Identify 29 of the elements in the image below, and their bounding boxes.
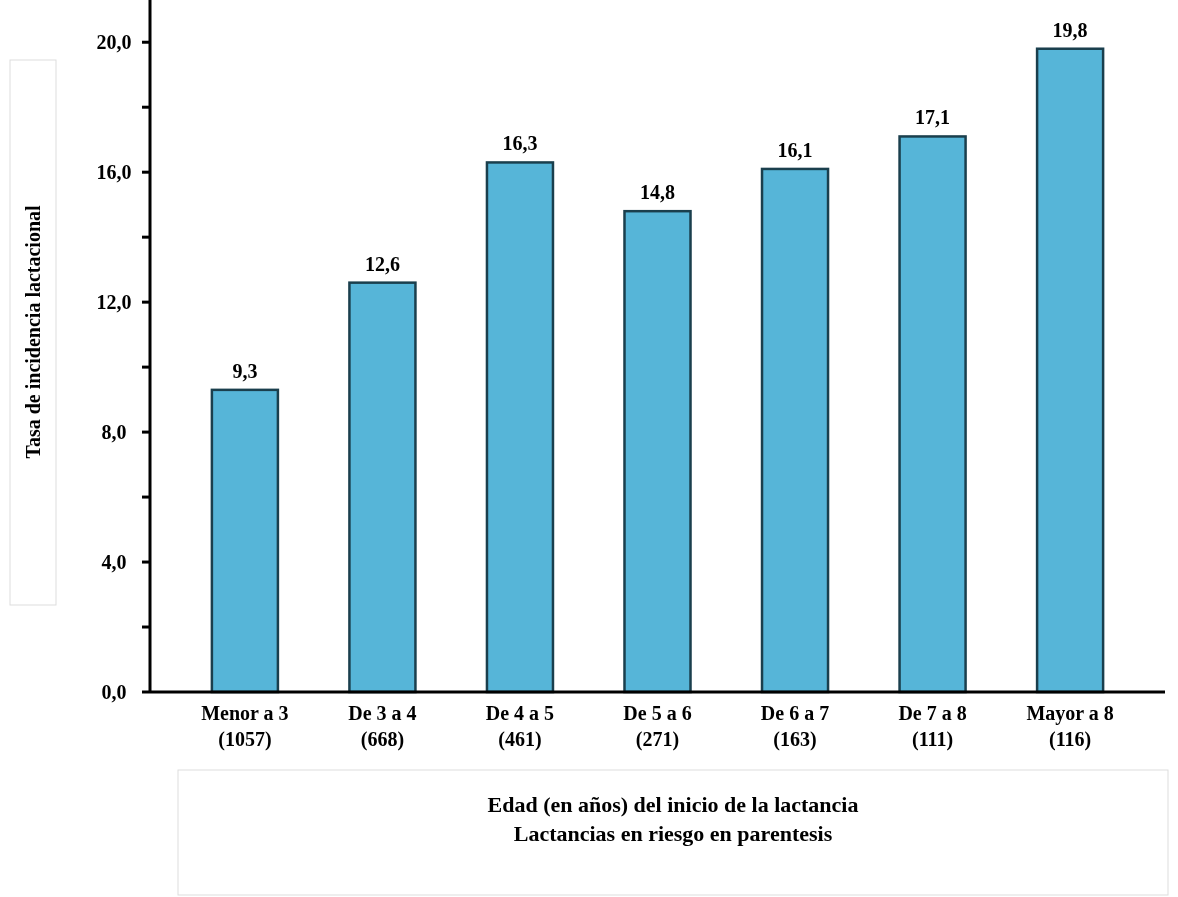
x-tick-label: Menor a 3 (1057)	[201, 702, 289, 751]
data-label: 16,1	[777, 138, 813, 161]
bar	[348, 281, 417, 694]
data-label: 17,1	[915, 106, 951, 129]
bar	[623, 209, 692, 694]
y-axis-title: Tasa de incidencia lactacional	[22, 204, 44, 459]
y-tick-label: 20,0	[96, 31, 132, 54]
y-tick-label: 12,0	[96, 291, 132, 314]
y-tick-label: 4,0	[101, 551, 127, 574]
x-tick-label: De 4 a 5 (461)	[485, 702, 555, 751]
bar	[485, 161, 555, 694]
bar	[210, 388, 280, 694]
data-label: 19,8	[1052, 18, 1088, 41]
data-label: 16,3	[502, 132, 538, 155]
y-tick-label: 0,0	[101, 681, 127, 703]
x-tick-label: De 7 a 8 (111)	[898, 702, 967, 751]
bar	[898, 135, 967, 694]
x-tick-label: Mayor a 8 (116)	[1026, 702, 1114, 751]
x-tick-label: De 5 a 6 (271)	[623, 702, 692, 751]
x-axis-title: Edad (en años) del inicio de la lactancia Lactancias en riesgo en parentesis	[487, 792, 859, 846]
data-label: 14,8	[640, 181, 675, 204]
x-tick-label: De 6 a 7 (163)	[760, 702, 830, 751]
bar	[1035, 47, 1105, 694]
bar	[760, 167, 830, 694]
data-label: 9,3	[232, 359, 258, 382]
x-tick-label: De 3 a 4 (668)	[348, 702, 417, 751]
data-label: 12,6	[364, 252, 400, 275]
y-tick-label: 16,0	[96, 161, 132, 184]
y-tick-label: 8,0	[101, 421, 127, 444]
